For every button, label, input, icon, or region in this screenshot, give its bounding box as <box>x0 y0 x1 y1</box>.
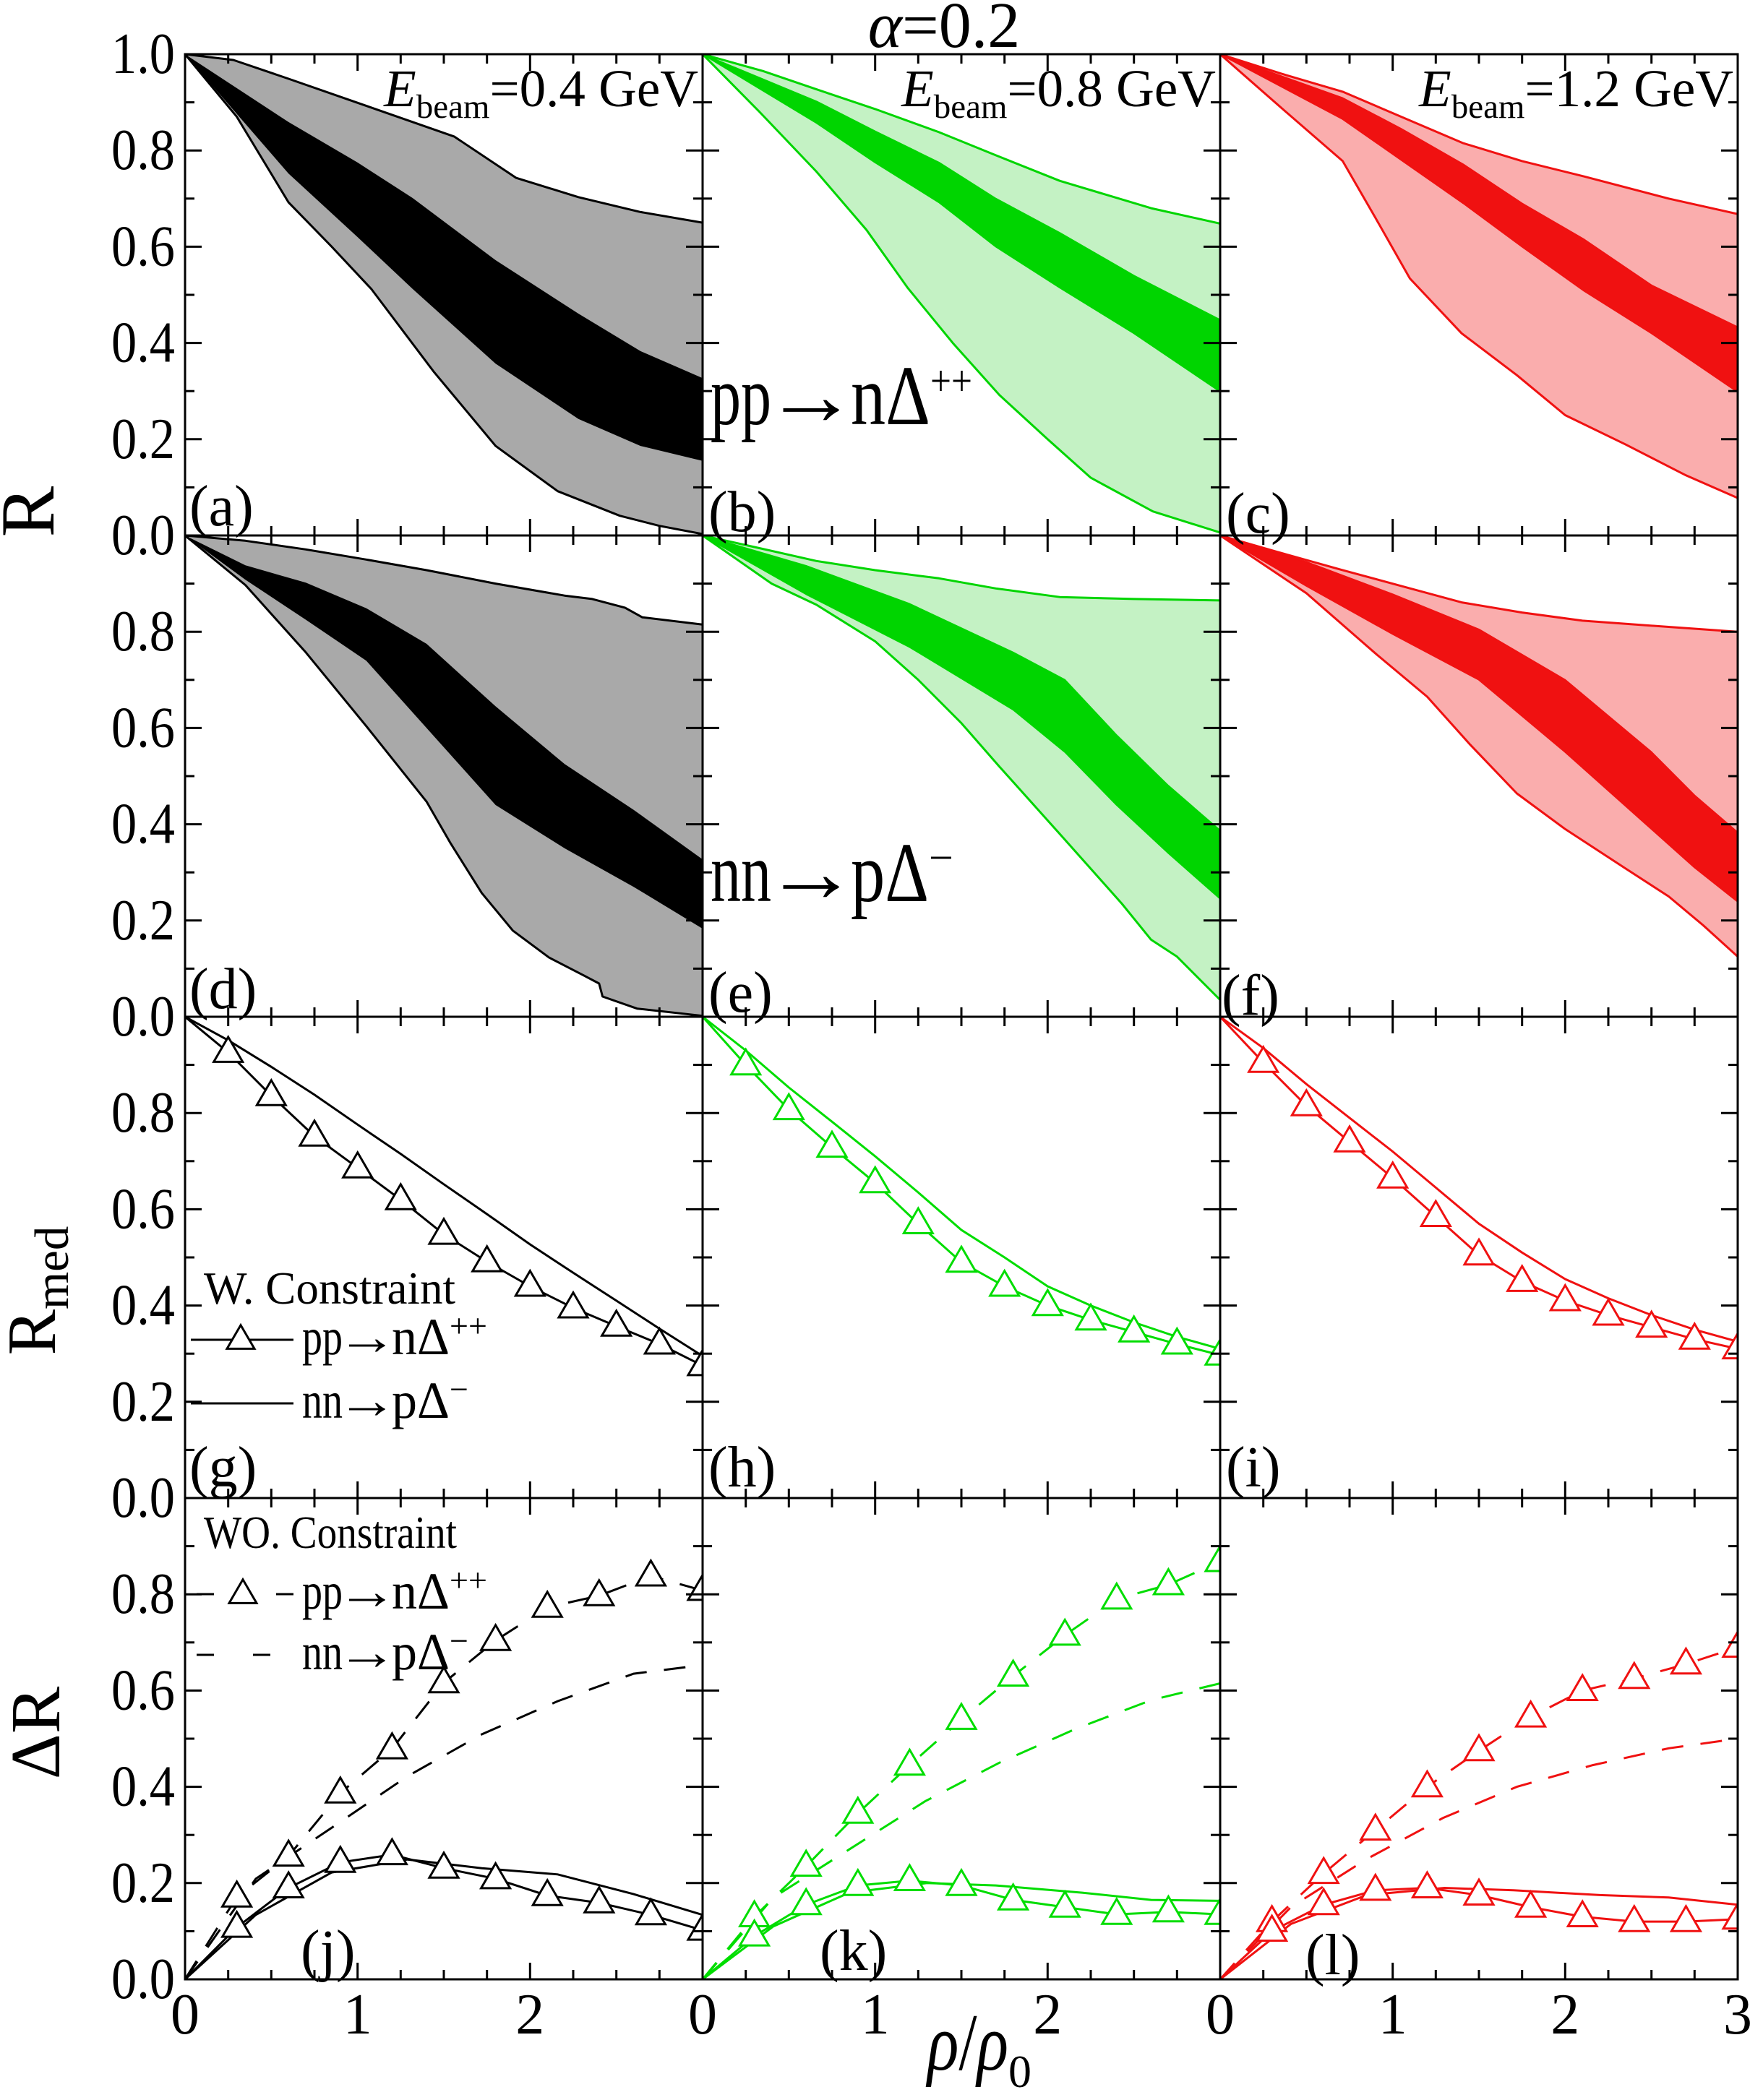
svg-text:0: 0 <box>1206 1983 1235 2047</box>
svg-text:(b): (b) <box>708 481 776 544</box>
svg-text:0.8: 0.8 <box>111 1562 175 1626</box>
svg-text:nn→pΔ−: nn→pΔ− <box>302 1371 468 1429</box>
svg-text:0.4: 0.4 <box>111 1755 175 1819</box>
svg-text:W. Constraint: W. Constraint <box>204 1262 455 1314</box>
svg-text:0.2: 0.2 <box>111 1370 175 1434</box>
svg-text:0.0: 0.0 <box>111 504 175 567</box>
svg-text:1: 1 <box>1378 1983 1407 2047</box>
svg-text:0.0: 0.0 <box>111 1948 175 2011</box>
svg-text:0.2: 0.2 <box>111 408 175 471</box>
svg-text:1.0: 1.0 <box>111 22 175 86</box>
svg-text:0.8: 0.8 <box>111 119 175 182</box>
svg-text:(a): (a) <box>189 475 254 538</box>
svg-text:pp→nΔ++: pp→nΔ++ <box>302 1307 487 1366</box>
svg-text:nn→pΔ−: nn→pΔ− <box>302 1622 468 1681</box>
svg-text:0.8: 0.8 <box>111 600 175 663</box>
svg-text:0.6: 0.6 <box>111 696 175 759</box>
svg-text:pp→nΔ++: pp→nΔ++ <box>302 1562 487 1620</box>
svg-text:0.2: 0.2 <box>111 889 175 952</box>
svg-text:pp→nΔ++: pp→nΔ++ <box>711 348 972 443</box>
svg-text:0: 0 <box>688 1983 717 2047</box>
svg-text:0: 0 <box>171 1983 200 2047</box>
svg-text:Ebeam=0.8 GeV: Ebeam=0.8 GeV <box>901 59 1216 126</box>
svg-text:1: 1 <box>343 1983 372 2047</box>
svg-text:2: 2 <box>1550 1983 1579 2047</box>
svg-text:(k): (k) <box>820 1919 887 1983</box>
svg-text:0.4: 0.4 <box>111 793 175 856</box>
svg-text:Ebeam=0.4 GeV: Ebeam=0.4 GeV <box>383 59 698 126</box>
svg-text:(e): (e) <box>708 961 773 1025</box>
svg-text:R: R <box>0 486 70 537</box>
svg-text:Ebeam=1.2 GeV: Ebeam=1.2 GeV <box>1418 59 1733 126</box>
svg-text:(l): (l) <box>1305 1924 1360 1987</box>
svg-text:0.6: 0.6 <box>111 215 175 278</box>
svg-text:0.2: 0.2 <box>111 1851 175 1915</box>
svg-text:α=0.2: α=0.2 <box>868 0 1021 61</box>
svg-text:2: 2 <box>1033 1983 1062 2047</box>
svg-text:(f): (f) <box>1222 964 1279 1028</box>
svg-text:0.6: 0.6 <box>111 1658 175 1722</box>
svg-text:(c): (c) <box>1226 482 1290 546</box>
svg-text:0.4: 0.4 <box>111 1274 175 1338</box>
svg-text:1: 1 <box>861 1983 890 2047</box>
svg-text:3: 3 <box>1723 1983 1750 2047</box>
svg-text:(i): (i) <box>1226 1436 1281 1499</box>
svg-text:0.6: 0.6 <box>111 1177 175 1241</box>
svg-text:2: 2 <box>515 1983 544 2047</box>
svg-text:(d): (d) <box>189 958 257 1021</box>
svg-text:0.0: 0.0 <box>111 985 175 1049</box>
svg-text:(g): (g) <box>189 1436 257 1499</box>
svg-text:0.4: 0.4 <box>111 311 175 375</box>
svg-text:(h): (h) <box>708 1436 776 1499</box>
svg-text:ΔR: ΔR <box>0 1686 75 1779</box>
svg-text:(j): (j) <box>301 1919 356 1983</box>
svg-text:0.0: 0.0 <box>111 1466 175 1530</box>
svg-text:ρ/ρ0: ρ/ρ0 <box>926 1998 1031 2097</box>
svg-text:0.8: 0.8 <box>111 1081 175 1145</box>
svg-text:WO. Constraint: WO. Constraint <box>204 1507 457 1558</box>
svg-text:nn→pΔ−: nn→pΔ− <box>711 825 953 920</box>
